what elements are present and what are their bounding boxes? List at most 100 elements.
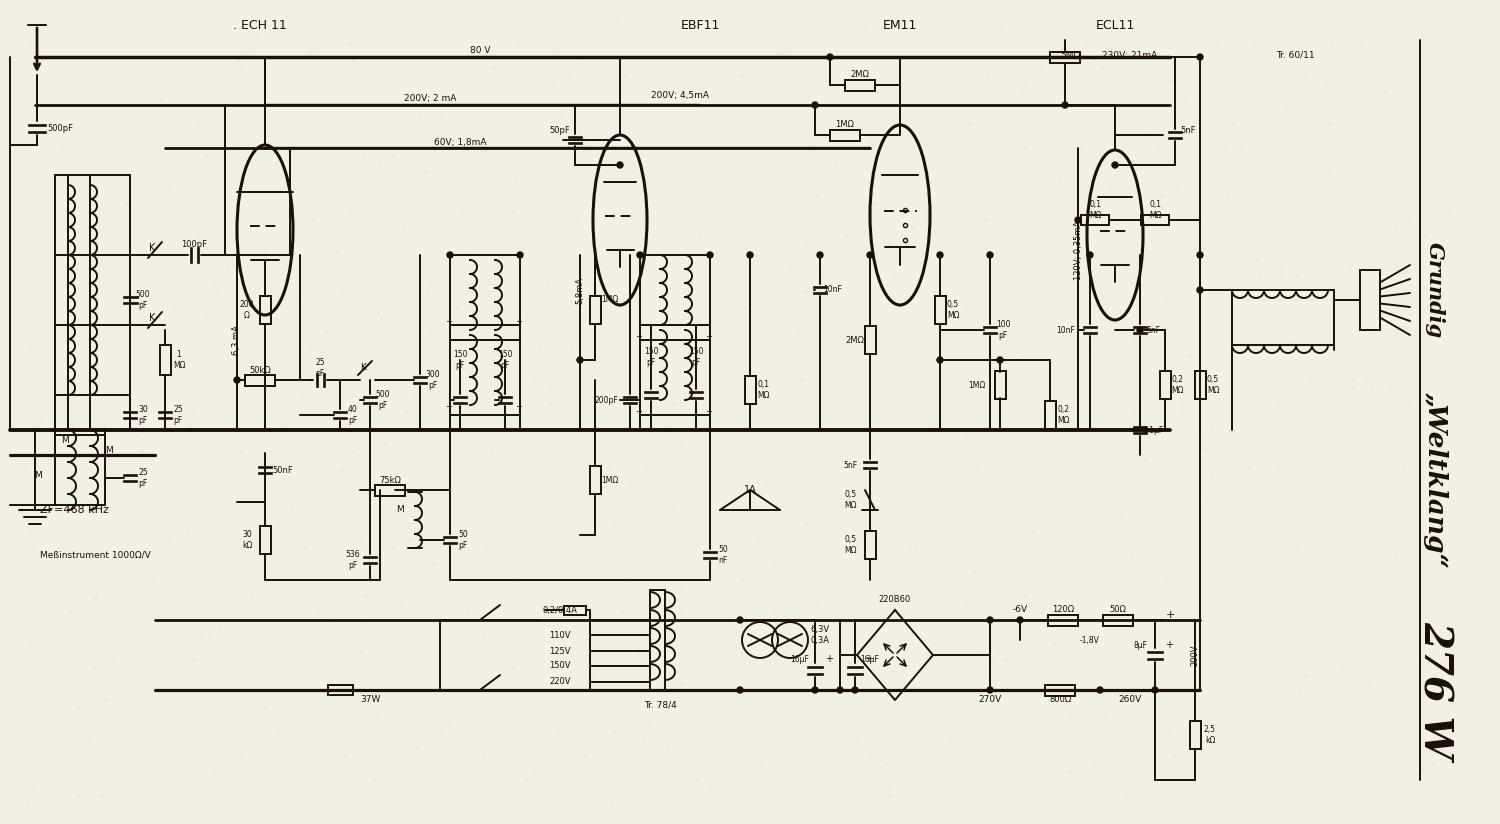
Text: 0,2
MΩ: 0,2 MΩ <box>1172 375 1185 395</box>
Text: 200V; 4,5mA: 200V; 4,5mA <box>651 91 710 100</box>
Bar <box>864 326 876 354</box>
Circle shape <box>1137 327 1143 333</box>
Bar <box>1194 371 1206 399</box>
Circle shape <box>812 102 818 108</box>
Circle shape <box>1197 54 1203 60</box>
Circle shape <box>1197 287 1203 293</box>
Circle shape <box>616 162 622 168</box>
Text: 500
pF: 500 pF <box>135 290 150 310</box>
Text: K: K <box>148 243 154 253</box>
Bar <box>994 371 1005 399</box>
Circle shape <box>706 252 712 258</box>
Text: Tr. 60/11: Tr. 60/11 <box>1275 50 1314 59</box>
Text: +: + <box>1166 639 1173 649</box>
Bar <box>1360 270 1380 330</box>
Text: 1A: 1A <box>744 485 756 495</box>
Text: 75kΩ: 75kΩ <box>380 475 400 485</box>
Circle shape <box>1062 102 1068 108</box>
Circle shape <box>837 687 843 693</box>
Circle shape <box>852 687 858 693</box>
Text: 0,5
MΩ: 0,5 MΩ <box>1206 375 1219 395</box>
Circle shape <box>812 687 818 693</box>
Text: 300
pF: 300 pF <box>426 370 441 390</box>
Text: 276 W: 276 W <box>1416 621 1454 759</box>
Text: 500
pF: 500 pF <box>375 391 390 410</box>
Text: 270V: 270V <box>978 695 1002 705</box>
Bar <box>590 296 600 324</box>
Text: 25
pF: 25 pF <box>138 468 148 488</box>
Text: 260V: 260V <box>1119 695 1142 705</box>
Circle shape <box>1152 687 1158 693</box>
Text: 5MΩ: 5MΩ <box>1060 50 1080 59</box>
Text: 50kΩ: 50kΩ <box>249 366 272 374</box>
Text: T: T <box>636 335 642 344</box>
Text: 6,3 mA: 6,3 mA <box>232 325 242 355</box>
Text: EBF11: EBF11 <box>681 18 720 31</box>
Text: 1MΩ: 1MΩ <box>602 296 618 305</box>
Text: 50
pF: 50 pF <box>458 531 468 550</box>
Text: 16μF: 16μF <box>861 656 879 664</box>
Circle shape <box>1017 617 1023 623</box>
Text: 150
pF: 150 pF <box>688 347 703 367</box>
Bar <box>864 531 876 559</box>
Text: 50pF: 50pF <box>549 125 570 134</box>
Text: 8μF: 8μF <box>1132 640 1148 649</box>
Text: 220V: 220V <box>549 677 570 686</box>
Text: 1MΩ: 1MΩ <box>836 119 855 129</box>
Text: 6,3V
0,3A: 6,3V 0,3A <box>810 625 830 644</box>
Text: 200V; 2 mA: 200V; 2 mA <box>404 93 456 102</box>
Text: 150
pF: 150 pF <box>453 350 468 370</box>
Text: 60V; 1,8mA: 60V; 1,8mA <box>433 138 486 147</box>
Circle shape <box>987 617 993 623</box>
Text: 50nF: 50nF <box>273 466 294 475</box>
Text: 50
nF: 50 nF <box>718 545 728 564</box>
Text: 5,8mA: 5,8mA <box>576 276 585 303</box>
Text: 150
pF: 150 pF <box>498 350 512 370</box>
Bar <box>1160 371 1170 399</box>
Text: 200V: 200V <box>1191 644 1200 666</box>
Text: 0,2
MΩ: 0,2 MΩ <box>1056 405 1070 424</box>
Text: 100pF: 100pF <box>182 240 207 249</box>
Circle shape <box>938 357 944 363</box>
Text: ECL11: ECL11 <box>1095 18 1134 31</box>
Text: 120V; 0,35mA: 120V; 0,35mA <box>1074 220 1083 279</box>
Circle shape <box>1197 252 1203 258</box>
Text: 40
pF: 40 pF <box>348 405 358 424</box>
Circle shape <box>1076 217 1082 223</box>
Bar <box>1046 685 1076 695</box>
Text: T: T <box>516 321 522 330</box>
Text: Meßinstrument 1000Ω/V: Meßinstrument 1000Ω/V <box>40 550 150 559</box>
Text: 1MΩ: 1MΩ <box>968 381 986 390</box>
Text: 0,1
MΩ: 0,1 MΩ <box>1149 200 1161 220</box>
Bar <box>260 296 270 324</box>
Bar <box>744 376 756 404</box>
Text: M: M <box>396 505 404 514</box>
Circle shape <box>998 357 1004 363</box>
Text: 220B60: 220B60 <box>879 596 910 605</box>
Text: +: + <box>1166 610 1174 620</box>
Text: 37W: 37W <box>360 695 380 705</box>
Text: 120Ω: 120Ω <box>1052 606 1074 615</box>
Text: T: T <box>516 405 522 414</box>
Text: 50Ω: 50Ω <box>1110 606 1126 615</box>
Text: 0,1μF: 0,1μF <box>1143 425 1164 434</box>
Text: 100
pF: 100 pF <box>996 321 1011 339</box>
Text: 25
pF: 25 pF <box>315 358 326 377</box>
Text: 2MΩ: 2MΩ <box>850 69 870 78</box>
Text: 25
pF: 25 pF <box>172 405 183 424</box>
Text: 200
Ω: 200 Ω <box>240 300 254 320</box>
Bar <box>564 606 586 615</box>
Bar <box>327 685 352 695</box>
Text: 1
MΩ: 1 MΩ <box>172 350 186 370</box>
Circle shape <box>827 54 833 60</box>
Text: 30
pF: 30 pF <box>138 405 148 424</box>
Text: Grundig: Grundig <box>1425 242 1444 338</box>
Circle shape <box>578 357 584 363</box>
Text: 150V: 150V <box>549 662 570 671</box>
Circle shape <box>638 252 644 258</box>
Bar <box>244 374 274 386</box>
Text: 0,5
MΩ: 0,5 MΩ <box>946 300 960 320</box>
Text: M: M <box>105 446 112 455</box>
Circle shape <box>447 252 453 258</box>
Bar <box>260 526 270 554</box>
